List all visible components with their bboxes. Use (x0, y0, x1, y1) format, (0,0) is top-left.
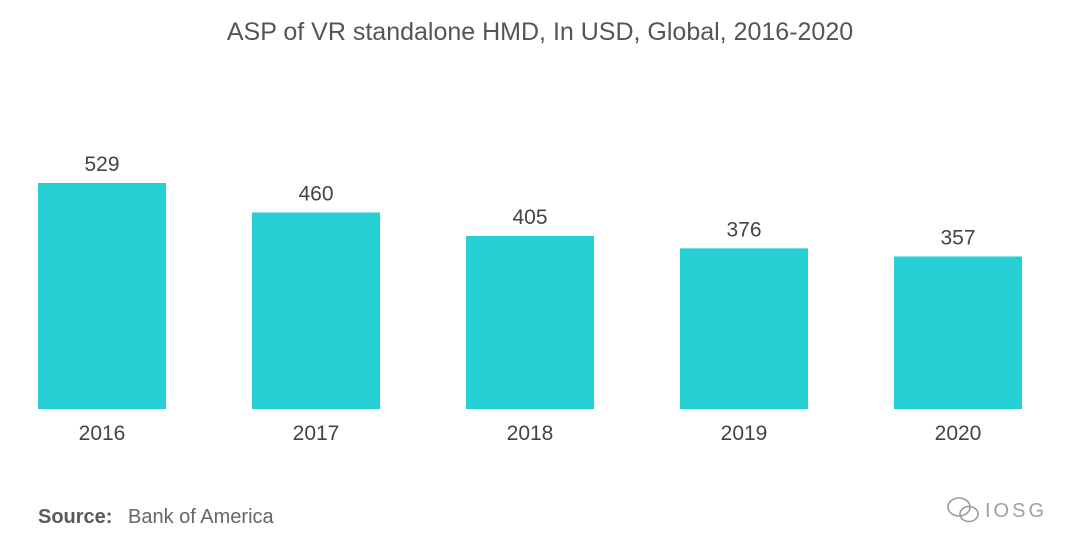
source-text: Bank of America (128, 506, 274, 528)
x-tick-label-2019: 2019 (721, 422, 768, 445)
data-label-2019: 376 (726, 218, 761, 241)
data-label-2016: 529 (84, 153, 119, 176)
wechat-icon (947, 497, 979, 523)
source-label: Source: (38, 506, 113, 528)
data-label-2017: 460 (298, 182, 333, 205)
bar-2017 (252, 212, 380, 409)
data-label-2020: 357 (940, 226, 975, 249)
watermark: IOSG (945, 490, 1065, 530)
chart-title: ASP of VR standalone HMD, In USD, Global… (226, 18, 854, 46)
x-tick-label-2018: 2018 (507, 422, 554, 445)
watermark-text: IOSG (985, 500, 1047, 522)
bar-2020 (894, 256, 1022, 409)
data-label-2018: 405 (512, 206, 547, 229)
x-tick-label-2017: 2017 (293, 422, 340, 445)
source-note: Source: Bank of America (38, 506, 274, 529)
bar-2018 (466, 235, 594, 409)
x-tick-label-2016: 2016 (79, 422, 126, 445)
bar-2019 (680, 248, 808, 409)
bar-2016 (38, 183, 166, 409)
x-tick-label-2020: 2020 (935, 422, 982, 445)
